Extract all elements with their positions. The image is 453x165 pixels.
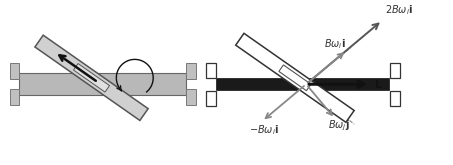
Text: $B\omega_i\mathbf{i}$: $B\omega_i\mathbf{i}$ bbox=[323, 37, 345, 51]
Polygon shape bbox=[186, 64, 196, 79]
Text: $2B\omega_i\mathbf{i}$: $2B\omega_i\mathbf{i}$ bbox=[386, 3, 413, 17]
Polygon shape bbox=[10, 64, 19, 79]
Text: $\mathbf{L}$: $\mathbf{L}$ bbox=[374, 78, 383, 90]
Polygon shape bbox=[217, 78, 390, 90]
Polygon shape bbox=[236, 33, 354, 122]
Text: $-B\omega_i\mathbf{i}$: $-B\omega_i\mathbf{i}$ bbox=[249, 123, 279, 137]
Polygon shape bbox=[10, 89, 19, 105]
Polygon shape bbox=[206, 91, 216, 106]
Polygon shape bbox=[279, 65, 311, 91]
Polygon shape bbox=[73, 64, 110, 92]
Polygon shape bbox=[390, 63, 400, 78]
Text: $B\omega_j\mathbf{j}$: $B\omega_j\mathbf{j}$ bbox=[328, 118, 350, 132]
Polygon shape bbox=[35, 35, 148, 120]
Polygon shape bbox=[206, 63, 216, 78]
Polygon shape bbox=[186, 89, 196, 105]
Polygon shape bbox=[19, 73, 186, 95]
Polygon shape bbox=[390, 91, 400, 106]
